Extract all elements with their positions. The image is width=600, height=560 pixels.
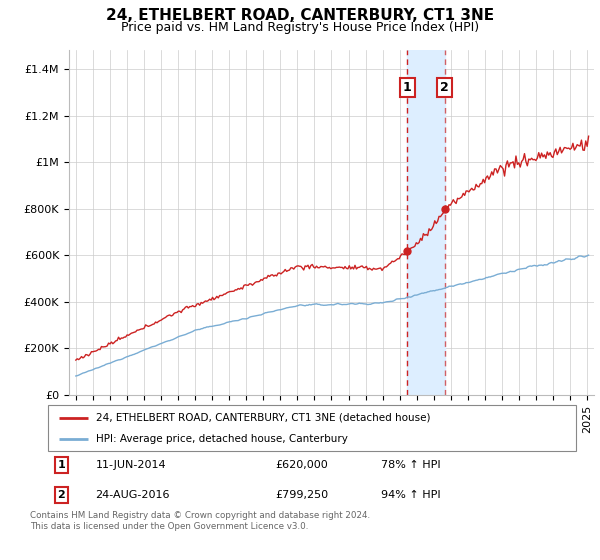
Text: HPI: Average price, detached house, Canterbury: HPI: Average price, detached house, Cant… — [95, 434, 347, 444]
Text: 94% ↑ HPI: 94% ↑ HPI — [380, 490, 440, 500]
Text: 1: 1 — [403, 81, 412, 94]
Bar — [407, 50, 445, 395]
Text: This data is licensed under the Open Government Licence v3.0.: This data is licensed under the Open Gov… — [30, 522, 308, 531]
Text: £620,000: £620,000 — [275, 460, 328, 470]
Text: 2: 2 — [58, 490, 65, 500]
Text: 24, ETHELBERT ROAD, CANTERBURY, CT1 3NE: 24, ETHELBERT ROAD, CANTERBURY, CT1 3NE — [106, 8, 494, 24]
Text: 24, ETHELBERT ROAD, CANTERBURY, CT1 3NE (detached house): 24, ETHELBERT ROAD, CANTERBURY, CT1 3NE … — [95, 413, 430, 423]
Text: 2: 2 — [440, 81, 449, 94]
Text: Contains HM Land Registry data © Crown copyright and database right 2024.: Contains HM Land Registry data © Crown c… — [30, 511, 370, 520]
FancyBboxPatch shape — [48, 405, 576, 451]
Text: Price paid vs. HM Land Registry's House Price Index (HPI): Price paid vs. HM Land Registry's House … — [121, 21, 479, 34]
Text: £799,250: £799,250 — [275, 490, 328, 500]
Text: 1: 1 — [58, 460, 65, 470]
Text: 24-AUG-2016: 24-AUG-2016 — [95, 490, 170, 500]
Text: 11-JUN-2014: 11-JUN-2014 — [95, 460, 166, 470]
Text: 78% ↑ HPI: 78% ↑ HPI — [380, 460, 440, 470]
